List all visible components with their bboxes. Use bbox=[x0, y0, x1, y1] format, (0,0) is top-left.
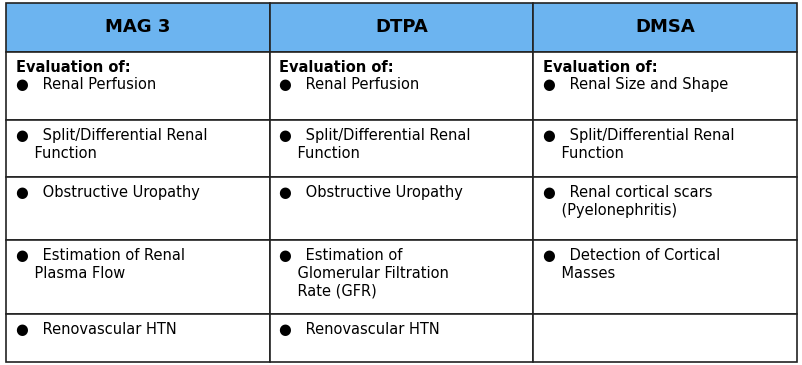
Text: ●   Renovascular HTN: ● Renovascular HTN bbox=[16, 322, 176, 337]
Bar bbox=[6, 177, 269, 240]
Text: ●   Estimation of: ● Estimation of bbox=[279, 248, 403, 263]
Text: ●   Obstructive Uropathy: ● Obstructive Uropathy bbox=[16, 185, 200, 200]
Text: Evaluation of:: Evaluation of: bbox=[16, 60, 131, 75]
Text: Plasma Flow: Plasma Flow bbox=[16, 266, 125, 281]
Bar bbox=[6, 240, 269, 314]
Text: ●   Estimation of Renal: ● Estimation of Renal bbox=[16, 248, 184, 263]
Text: ●   Renal Perfusion: ● Renal Perfusion bbox=[16, 77, 156, 92]
Text: ●   Renal Size and Shape: ● Renal Size and Shape bbox=[542, 77, 727, 92]
Text: Evaluation of:: Evaluation of: bbox=[542, 60, 657, 75]
Bar bbox=[269, 240, 533, 314]
Text: MAG 3: MAG 3 bbox=[105, 18, 171, 36]
Bar bbox=[533, 120, 796, 177]
Text: ●   Split/Differential Renal: ● Split/Differential Renal bbox=[16, 128, 207, 143]
Text: DTPA: DTPA bbox=[375, 18, 427, 36]
Text: (Pyelonephritis): (Pyelonephritis) bbox=[542, 203, 676, 218]
Text: ●   Renovascular HTN: ● Renovascular HTN bbox=[279, 322, 439, 337]
Text: ●   Obstructive Uropathy: ● Obstructive Uropathy bbox=[279, 185, 463, 200]
Text: Glomerular Filtration: Glomerular Filtration bbox=[279, 266, 449, 281]
Text: ●   Detection of Cortical: ● Detection of Cortical bbox=[542, 248, 719, 263]
Text: ●   Renal cortical scars: ● Renal cortical scars bbox=[542, 185, 711, 200]
Bar bbox=[6, 52, 269, 120]
Bar bbox=[269, 120, 533, 177]
Text: ●   Renal Perfusion: ● Renal Perfusion bbox=[279, 77, 419, 92]
Bar bbox=[533, 3, 796, 52]
Bar bbox=[6, 120, 269, 177]
Bar bbox=[533, 52, 796, 120]
Bar bbox=[6, 314, 269, 362]
Bar bbox=[269, 314, 533, 362]
Text: Evaluation of:: Evaluation of: bbox=[279, 60, 394, 75]
Bar bbox=[533, 240, 796, 314]
Text: DMSA: DMSA bbox=[634, 18, 694, 36]
Bar bbox=[269, 3, 533, 52]
Bar bbox=[533, 314, 796, 362]
Bar bbox=[533, 177, 796, 240]
Bar bbox=[269, 52, 533, 120]
Text: ●   Split/Differential Renal: ● Split/Differential Renal bbox=[279, 128, 470, 143]
Text: Function: Function bbox=[16, 146, 97, 161]
Text: Function: Function bbox=[542, 146, 623, 161]
Text: Rate (GFR): Rate (GFR) bbox=[279, 283, 377, 298]
Text: Masses: Masses bbox=[542, 266, 614, 281]
Text: Function: Function bbox=[279, 146, 360, 161]
Text: ●   Split/Differential Renal: ● Split/Differential Renal bbox=[542, 128, 733, 143]
Bar bbox=[6, 3, 269, 52]
Bar bbox=[269, 177, 533, 240]
